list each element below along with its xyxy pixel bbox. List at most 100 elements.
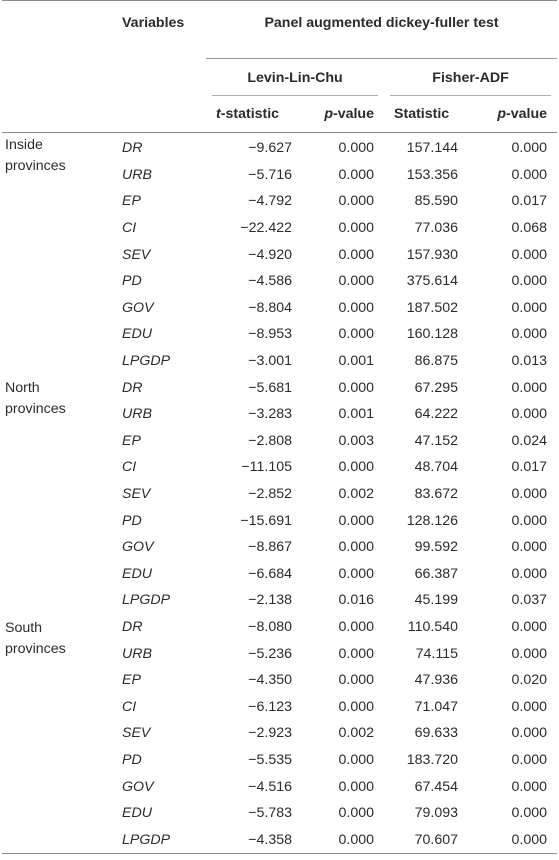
- llc-t-statistic-cell: −4.920: [248, 246, 292, 263]
- llc-t-statistic-cell: −22.422: [240, 220, 292, 237]
- variable-cell: GOV: [122, 778, 154, 795]
- table-row: URB −3.283 0.001 64.222 0.000: [2, 401, 557, 428]
- variable-cell: SEV: [122, 486, 151, 503]
- fisher-p-value-cell: 0.000: [468, 826, 558, 855]
- section-label: North provinces: [5, 380, 66, 418]
- fisher-statistic-cell: 79.093: [414, 805, 458, 822]
- llc-p-value-cell: 0.000: [338, 751, 374, 768]
- fisher-p-value-cell: 0.000: [511, 698, 548, 715]
- table-row: PD −4.586 0.000 375.614 0.000: [2, 268, 557, 295]
- llc-p-value-cell: 0.000: [338, 459, 374, 476]
- variable-cell: PD: [122, 512, 142, 529]
- fisher-p-value-cell: 0.000: [511, 618, 548, 635]
- table-row: GOV −8.867 0.000 99.592 0.000: [2, 534, 557, 561]
- fisher-statistic-cell: 67.454: [414, 778, 458, 795]
- llc-p-value-cell: 0.002: [338, 486, 374, 503]
- fisher-statistic-cell: 85.590: [414, 193, 458, 210]
- llc-p-value-cell: 0.016: [338, 592, 374, 609]
- variable-cell: LPGDP: [122, 592, 171, 609]
- llc-t-statistic-cell: −2.808: [248, 432, 292, 449]
- fisher-statistic-cell: 160.128: [406, 326, 458, 343]
- variable-cell: DR: [122, 379, 143, 396]
- table-row: CI −6.123 0.000 71.047 0.000: [2, 693, 557, 720]
- llc-t-statistic-cell: −5.236: [248, 645, 292, 662]
- variable-cell: PD: [122, 751, 142, 768]
- llc-t-statistic-cell: −4.586: [248, 273, 292, 290]
- llc-p-value-cell: 0.001: [338, 406, 374, 423]
- table-row: URB −5.236 0.000 74.115 0.000: [2, 640, 557, 667]
- fisher-statistic-cell: 67.295: [414, 379, 458, 396]
- fisher-p-value-cell: 0.000: [511, 166, 548, 183]
- fisher-statistic-cell: 74.115: [415, 645, 458, 662]
- fisher-p-value-cell: 0.017: [511, 193, 548, 210]
- fisher-statistic-cell: 99.592: [414, 539, 458, 556]
- fisher-statistic-cell: 128.126: [406, 512, 458, 529]
- variable-cell: DR: [122, 140, 143, 157]
- variable-cell: SEV: [122, 246, 151, 263]
- llc-t-statistic-cell: −6.123: [248, 698, 292, 715]
- variable-cell: PD: [122, 273, 142, 290]
- fisher-p-value-cell: 0.000: [511, 486, 548, 503]
- llc-p-value-cell: 0.000: [338, 698, 374, 715]
- header-group-blank-3: [2, 96, 113, 133]
- table-row: SEV −2.923 0.002 69.633 0.000: [2, 720, 557, 747]
- fisher-statistic-cell: 110.540: [407, 618, 458, 635]
- fisher-p-value-cell: 0.000: [511, 512, 548, 529]
- table-header: Variables Panel augmented dickey-fuller …: [2, 0, 558, 133]
- llc-p-value-cell: 0.000: [338, 618, 374, 635]
- table-row: PD −15.691 0.000 128.126 0.000: [2, 507, 557, 534]
- fisher-statistic-cell: 70.607: [384, 826, 468, 855]
- llc-p-value-cell: 0.000: [338, 565, 374, 582]
- llc-p-value-cell: 0.000: [338, 805, 374, 822]
- variable-cell: URB: [122, 166, 152, 183]
- llc-t-statistic-cell: −4.516: [248, 778, 292, 795]
- fisher-statistic-cell: 153.356: [406, 166, 458, 183]
- fisher-p-value-cell: 0.000: [511, 406, 548, 423]
- llc-p-value-cell: 0.000: [338, 273, 374, 290]
- llc-t-statistic-cell: −8.080: [248, 618, 292, 635]
- fisher-statistic-cell: 157.144: [406, 140, 458, 157]
- fisher-p-value-cell: 0.000: [511, 379, 548, 396]
- section-label: South provinces: [2, 613, 113, 855]
- llc-t-statistic-cell: −5.535: [248, 751, 292, 768]
- llc-p-value-cell: 0.000: [302, 826, 384, 855]
- fisher-statistic-cell: 47.936: [414, 672, 458, 689]
- llc-p-value-cell: 0.000: [338, 539, 374, 556]
- llc-p-value-cell: 0.003: [338, 432, 374, 449]
- fisher-statistic-cell: 71.047: [414, 698, 458, 715]
- variable-cell: DR: [122, 618, 143, 635]
- llc-t-statistic-cell: −8.804: [248, 299, 292, 316]
- fisher-p-value-cell: 0.020: [511, 672, 548, 689]
- llc-p-value-cell: 0.000: [338, 166, 374, 183]
- fisher-p-value-cell: 0.000: [511, 751, 548, 768]
- llc-t-statistic-cell: −2.138: [248, 592, 292, 609]
- llc-t-statistic-cell: −2.923: [248, 725, 292, 742]
- table-row: Inside provinces DR −9.627 0.000 157.144 0.000: [2, 133, 557, 174]
- variables-header: Variables: [113, 0, 206, 133]
- llc-group-header: Levin-Lin-Chu: [206, 59, 384, 97]
- fisher-p-value-cell: 0.000: [511, 539, 548, 556]
- llc-t-statistic-cell: −4.350: [248, 672, 292, 689]
- table-row: SEV −2.852 0.002 83.672 0.000: [2, 481, 557, 508]
- table-row: SEV −4.920 0.000 157.930 0.000: [2, 241, 557, 268]
- llc-t-statistic-cell: −5.783: [248, 805, 292, 822]
- fisher-p-value-cell: 0.000: [511, 299, 548, 316]
- fisher-p-value-cell: 0.000: [511, 565, 548, 582]
- fisher-statistic-cell: 69.633: [414, 725, 458, 742]
- llc-t-statistic-cell: −3.001: [248, 353, 292, 370]
- variable-cell: EDU: [122, 565, 152, 582]
- fisher-statistic-header: Statistic: [384, 96, 468, 133]
- llc-p-value-cell: 0.000: [338, 193, 374, 210]
- fisher-statistic-cell: 45.199: [414, 592, 458, 609]
- variable-cell: EP: [122, 672, 141, 689]
- llc-p-value-cell: 0.000: [338, 778, 374, 795]
- variable-cell: EP: [122, 432, 141, 449]
- variable-cell: EDU: [122, 326, 152, 343]
- llc-t-statistic-cell: −8.953: [248, 326, 292, 343]
- llc-p-value-cell: 0.000: [338, 672, 374, 689]
- llc-p-value-cell: 0.000: [338, 220, 374, 237]
- llc-t-statistic-cell: −15.691: [240, 512, 292, 529]
- fisher-statistic-cell: 375.614: [406, 273, 458, 290]
- llc-p-value-cell: 0.000: [338, 326, 374, 343]
